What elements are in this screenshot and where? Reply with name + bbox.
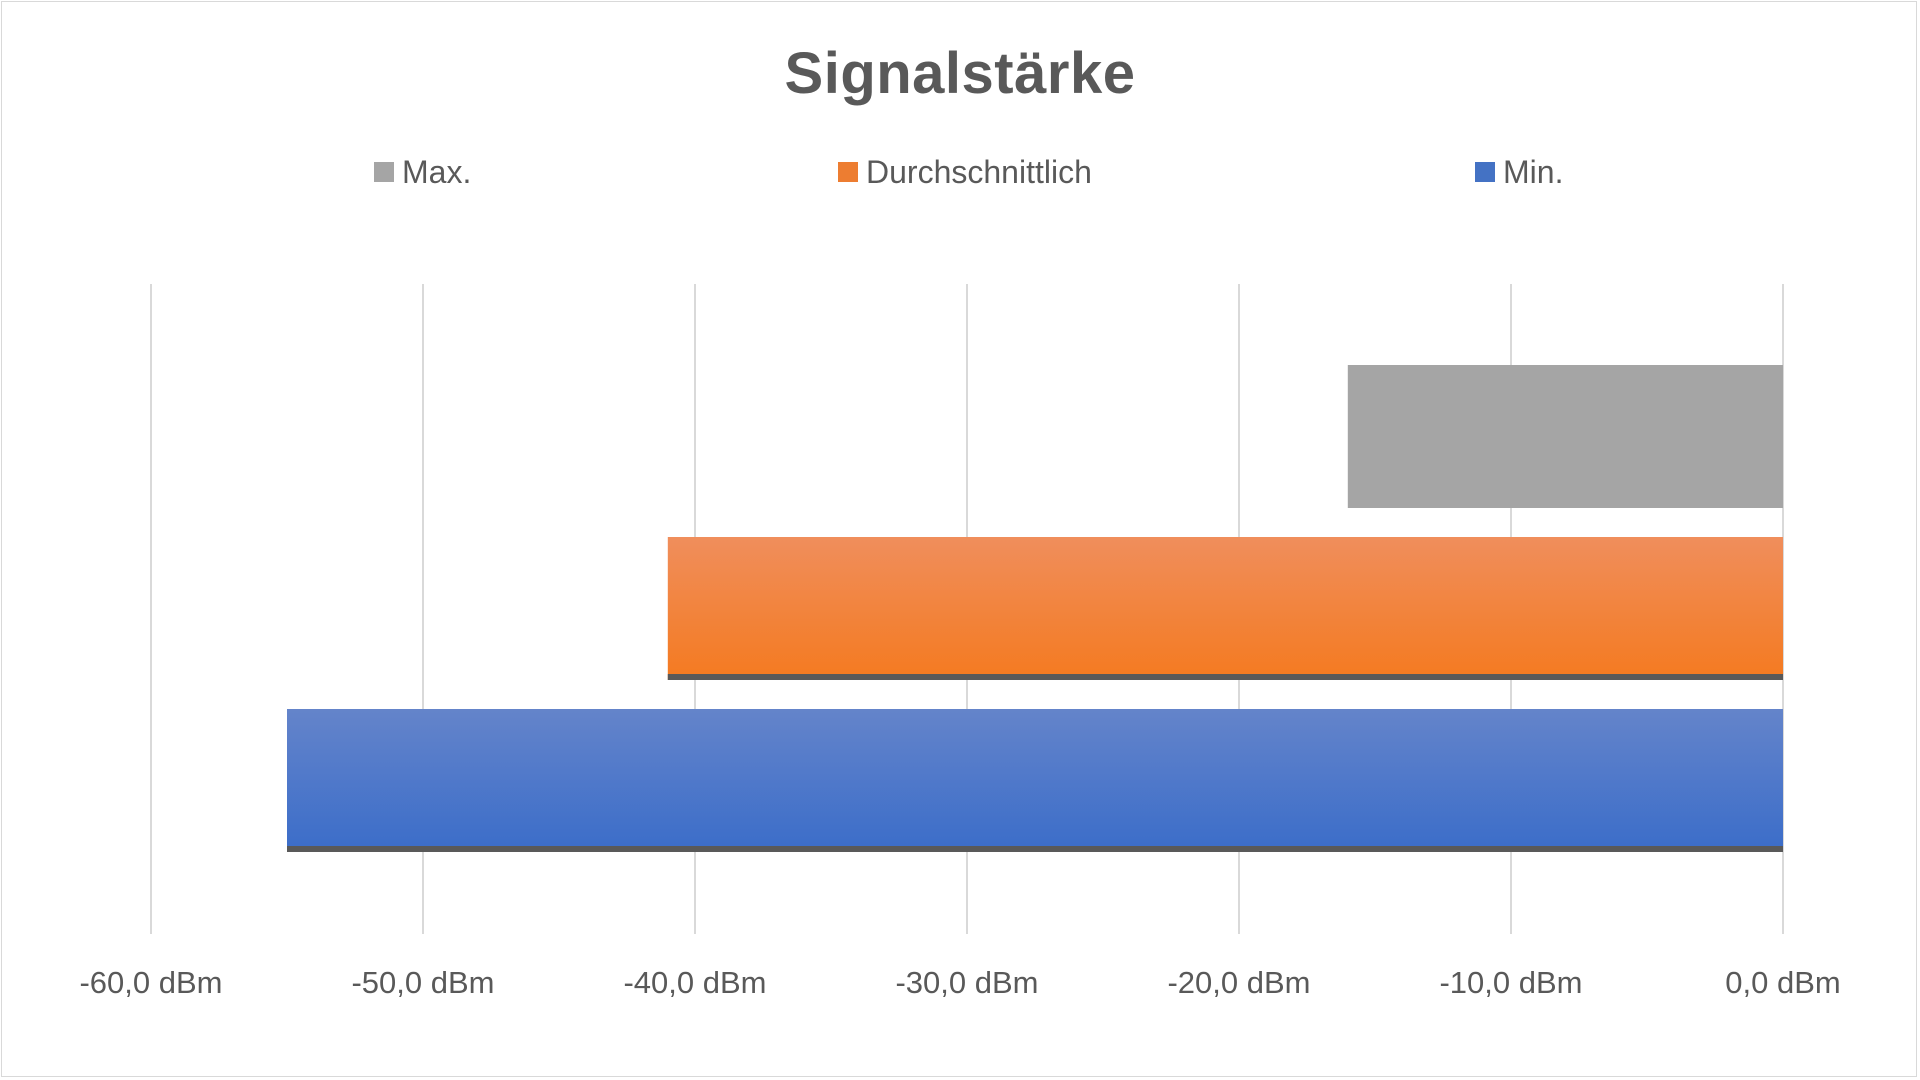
x-tick-label: -20,0 dBm (1167, 965, 1310, 1000)
legend-swatch-max (374, 162, 394, 182)
legend-swatch-average (838, 162, 858, 182)
legend-item-min: Min. (1475, 152, 1563, 192)
legend-item-max: Max. (374, 152, 471, 192)
bar-min-shadow (287, 846, 1783, 852)
legend-label-average: Durchschnittlich (866, 153, 1092, 190)
x-tick-label: -10,0 dBm (1439, 965, 1582, 1000)
x-tick-label: 0,0 dBm (1725, 965, 1840, 1000)
legend-label-min: Min. (1503, 153, 1564, 190)
bar-max (1347, 365, 1783, 508)
x-tick-label: -40,0 dBm (623, 965, 766, 1000)
legend-swatch-min (1475, 162, 1495, 182)
bar-average-shadow (667, 674, 1783, 680)
chart-title: Signalstärke (784, 41, 1136, 106)
legend-label-max: Max. (402, 153, 472, 190)
x-tick-label: -60,0 dBm (79, 965, 222, 1000)
x-tick-label: -50,0 dBm (351, 965, 494, 1000)
bar-average (667, 537, 1783, 680)
bar-min (287, 709, 1783, 852)
x-tick-label: -30,0 dBm (895, 965, 1038, 1000)
legend-item-average: Durchschnittlich (838, 152, 1092, 192)
